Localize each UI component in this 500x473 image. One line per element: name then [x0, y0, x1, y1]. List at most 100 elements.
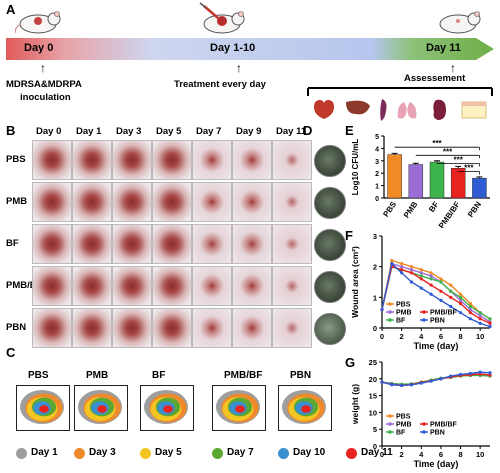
wound-photo [32, 224, 72, 264]
bar [408, 164, 424, 199]
day-column-header: Day 3 [116, 126, 142, 137]
bar [472, 177, 487, 199]
significance-label: *** [464, 164, 474, 173]
legend-label: PBS [396, 414, 411, 421]
y-tick-label: 2 [375, 171, 379, 178]
map-group-label: BF [152, 370, 166, 381]
y-tick-label: 3 [373, 232, 377, 241]
data-point [429, 283, 433, 287]
legend-marker [388, 422, 392, 426]
group-row-label: PBS [6, 154, 26, 165]
wound-photo [152, 182, 192, 222]
wound-photo [232, 140, 272, 180]
data-point [400, 262, 404, 266]
bar [387, 154, 402, 199]
data-point [390, 262, 394, 266]
up-arrow-icon: ↑ [236, 61, 242, 75]
wound-photo [72, 182, 112, 222]
x-axis-label: Time (day) [414, 459, 459, 469]
data-point [409, 265, 414, 269]
heart-icon [314, 100, 334, 119]
wound-photo [112, 182, 152, 222]
data-point [488, 324, 492, 329]
wound-photo [232, 308, 272, 348]
timeline-day11: Day 11 [426, 42, 461, 54]
significance-label: *** [443, 147, 453, 156]
data-point [390, 258, 394, 263]
data-point [409, 280, 414, 284]
x-tick-label: 2 [400, 332, 404, 341]
data-point [468, 304, 472, 309]
kidney-icon [433, 99, 446, 120]
timeline-arrow [6, 38, 494, 60]
data-point [380, 308, 384, 312]
legend-label: BF [396, 430, 406, 437]
panel-label-a: A [6, 2, 16, 17]
y-tick-label: 1 [375, 184, 379, 191]
data-point [439, 280, 443, 284]
data-point [449, 304, 453, 309]
data-point [419, 277, 423, 281]
y-tick-label: 1 [373, 293, 377, 302]
wound-photo [112, 266, 152, 306]
x-tick-label: 6 [439, 332, 443, 341]
bar [450, 167, 466, 199]
wound-photo [72, 308, 112, 348]
data-point [409, 268, 414, 272]
day-column-header: Day 7 [196, 126, 222, 137]
day-column-header: Day 11 [276, 126, 307, 137]
significance-label: *** [432, 139, 442, 148]
group-row-label: PMB/BF [6, 280, 43, 291]
legend-swatch [74, 448, 85, 459]
legend-label: PBS [396, 302, 411, 309]
data-point [390, 382, 394, 387]
legend-marker [422, 318, 426, 322]
data-point [468, 371, 472, 376]
data-point [419, 271, 423, 275]
agar-plate-image [314, 313, 346, 345]
inoculation-label-1: MDRSA&MDRPA [6, 79, 82, 90]
category-label: PBN [466, 200, 483, 219]
legend-marker [388, 302, 392, 306]
panel-label-c: C [6, 345, 16, 360]
data-point [449, 374, 453, 378]
legend-label: PMB/BF [430, 422, 458, 429]
day-column-header: Day 0 [36, 126, 62, 137]
wound-photo [232, 182, 272, 222]
series-line [381, 259, 491, 320]
data-point [400, 265, 404, 269]
treatment-label: Treatment every day [174, 79, 266, 90]
data-point [429, 277, 433, 281]
legend-swatch [212, 448, 223, 459]
legend-marker [388, 318, 392, 322]
legend-swatch [278, 448, 289, 459]
wound-photo [192, 266, 232, 306]
inoculation-label-2: inoculation [20, 92, 71, 103]
wound-closure-map [212, 385, 266, 431]
up-arrow-icon: ↑ [40, 61, 46, 75]
panel-label-g: G [345, 355, 356, 370]
data-point [439, 298, 443, 302]
wound-photo [72, 266, 112, 306]
wound-photo [272, 140, 312, 180]
mouse-icon-day0 [15, 11, 61, 34]
data-point [478, 321, 482, 325]
wound-photo [32, 266, 72, 306]
data-point [409, 271, 414, 275]
category-label: PMB/BF [437, 200, 462, 228]
y-tick-label: 2 [373, 263, 377, 272]
timeline-day0: Day 0 [24, 42, 54, 54]
data-point [488, 317, 492, 321]
wound-photo [32, 308, 72, 348]
data-point [409, 383, 414, 387]
y-tick-label: 3 [375, 159, 379, 166]
data-point [488, 321, 492, 325]
data-point [458, 311, 463, 315]
data-point [429, 292, 433, 296]
wound-photo [72, 224, 112, 264]
legend-label: Day 5 [155, 447, 182, 458]
y-tick-label: 0 [375, 196, 379, 203]
day-column-header: Day 1 [76, 126, 102, 137]
wound-photo [272, 266, 312, 306]
